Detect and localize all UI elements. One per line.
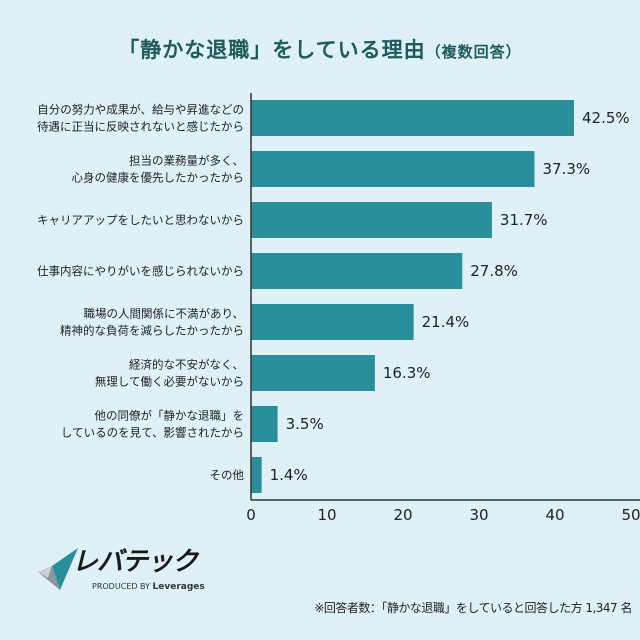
- value-label: 1.4%: [270, 466, 308, 484]
- bar: [251, 406, 278, 442]
- x-tick-label: 40: [545, 506, 564, 524]
- bar: [251, 202, 492, 238]
- category-label: 他の同僚が「静かな退職」を: [95, 409, 245, 423]
- category-label: しているのを見て、影響されたから: [61, 426, 244, 440]
- category-label: キャリアアップをしたいと思わないから: [37, 213, 244, 227]
- bar: [251, 304, 414, 340]
- category-label: 精神的な負荷を減らしたかったから: [60, 324, 244, 338]
- bar: [251, 253, 463, 289]
- chart-title: 「静かな退職」をしている理由（複数回答）: [0, 36, 640, 66]
- category-label: 担当の業務量が多く、: [129, 154, 244, 168]
- logo-subtext: PRODUCED BY Leverages: [92, 581, 205, 593]
- value-label: 16.3%: [383, 364, 431, 382]
- category-label: 自分の努力や成果が、給与や昇進などの: [37, 103, 244, 117]
- bar: [251, 151, 535, 187]
- value-label: 21.4%: [422, 313, 470, 331]
- bar: [251, 355, 375, 391]
- category-label: 経済的な不安がなく、: [129, 358, 244, 372]
- x-tick-label: 50: [621, 506, 640, 524]
- logo-sub-prefix: PRODUCED BY: [92, 582, 150, 591]
- x-tick-label: 0: [246, 506, 256, 524]
- category-label: 待遇に正当に反映されないと感じたから: [37, 120, 244, 134]
- value-label: 27.8%: [470, 262, 518, 280]
- bar: [251, 457, 262, 493]
- category-label: 職場の人間関係に不満があり、: [83, 307, 244, 321]
- value-label: 42.5%: [582, 109, 630, 127]
- x-tick-label: 20: [393, 506, 412, 524]
- category-label: その他: [210, 468, 245, 482]
- category-label: 心身の健康を優先したかったから: [72, 171, 245, 185]
- logo-text: レバテック: [72, 547, 198, 577]
- value-label: 3.5%: [286, 415, 324, 433]
- chart-subtitle: （複数回答）: [425, 43, 522, 61]
- levtech-logo-icon: [38, 548, 78, 590]
- category-label: 仕事内容にやりがいを感じられないから: [37, 264, 244, 278]
- value-label: 37.3%: [542, 160, 590, 178]
- bar-chart: 42.5% 自分の努力や成果が、給与や昇進などの待遇に正当に反映されないと感じたか…: [37, 93, 640, 524]
- bar: [251, 100, 574, 136]
- x-tick-label: 10: [317, 506, 336, 524]
- x-tick-label: 30: [469, 506, 488, 524]
- value-label: 31.7%: [500, 211, 548, 229]
- chart-title-main: 「静かな退職」をしている理由: [118, 38, 426, 62]
- category-label: 無理して働く必要がないから: [95, 375, 244, 389]
- logo-sub-brand: Leverages: [152, 582, 205, 592]
- respondent-note: ※回答者数：「静かな退職」をしていると回答した方 1,347 名: [314, 601, 632, 615]
